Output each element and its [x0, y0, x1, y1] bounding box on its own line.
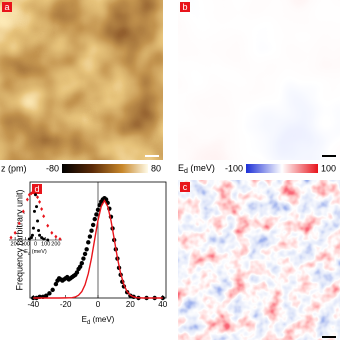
data-point — [30, 233, 34, 237]
scale-bar — [145, 155, 159, 157]
x-tick-label: 100 — [41, 241, 50, 247]
data-point — [84, 247, 89, 252]
colorbar-min: -100 — [225, 163, 243, 173]
data-point — [32, 209, 36, 213]
x-axis-label: Ed (meV) — [82, 315, 115, 325]
colorbar-max: 100 — [321, 163, 336, 173]
data-point — [82, 251, 88, 257]
label-part: E — [178, 163, 184, 173]
data-point — [74, 270, 80, 275]
data-point — [9, 235, 13, 240]
panel-label: d — [34, 184, 39, 194]
data-point — [40, 207, 44, 211]
scale-bar — [322, 155, 336, 157]
data-point — [31, 226, 35, 230]
data-point — [37, 228, 41, 232]
panel-label: a — [4, 2, 9, 12]
panel-label-box — [32, 184, 42, 194]
x-tick-label: 100 — [21, 241, 30, 247]
label-sub: d — [28, 251, 31, 256]
x-tick-label: 200 — [11, 241, 20, 247]
colorbar — [246, 164, 318, 173]
energy-map — [178, 180, 340, 340]
data-point — [29, 236, 33, 240]
label-part: (meV) — [30, 249, 47, 255]
panel-label-box — [180, 182, 190, 192]
colorbar-label: Ed (meV) — [178, 163, 215, 174]
topography-map — [0, 0, 163, 160]
panel-label: b — [182, 2, 187, 12]
x-tick-label: 200 — [51, 241, 60, 247]
colorbar-min: -80 — [46, 163, 59, 173]
data-point — [27, 192, 31, 197]
panel-label: c — [183, 182, 188, 192]
histogram-chart: -40 -20 0 20 40 Ed (meV) — [27, 182, 168, 326]
data-point — [77, 264, 83, 269]
data-point — [160, 295, 165, 301]
label-sub: d — [184, 168, 188, 175]
data-point — [36, 219, 40, 223]
panel-label-box — [180, 2, 190, 12]
x-tick-label: -20 — [60, 300, 72, 309]
energy-map-smooth — [178, 0, 340, 160]
data-point — [46, 238, 50, 242]
data-point — [35, 205, 39, 209]
panel-label-box — [2, 2, 12, 12]
data-point — [54, 234, 58, 239]
data-point — [47, 291, 52, 296]
data-point — [36, 195, 40, 200]
data-point — [31, 295, 36, 301]
label-part: E — [82, 315, 87, 324]
x-tick-label: -40 — [27, 300, 39, 309]
data-point — [86, 240, 91, 245]
data-point — [58, 237, 62, 241]
data-point — [53, 281, 59, 287]
data-point — [87, 234, 93, 239]
data-point — [95, 207, 101, 213]
label-part: E — [24, 249, 28, 255]
data-point — [31, 190, 35, 195]
label-part: (meV) — [188, 163, 215, 173]
data-point — [38, 199, 42, 204]
data-point — [38, 233, 42, 237]
x-axis-label: Ed (meV) — [24, 249, 47, 256]
data-point — [94, 212, 99, 217]
x-tick-label: 40 — [158, 300, 167, 309]
data-point — [50, 287, 55, 293]
data-point — [34, 193, 37, 197]
data-point — [46, 223, 50, 228]
data-point — [89, 228, 94, 233]
fit-curve — [33, 199, 163, 299]
colorbar-max: 80 — [151, 163, 161, 173]
data-point — [90, 222, 96, 228]
data-point — [21, 209, 25, 214]
colorbar-label: z (pm) — [1, 163, 27, 173]
data-point — [79, 261, 85, 266]
label-sub: d — [87, 320, 90, 326]
data-point — [25, 197, 29, 202]
data-point — [17, 221, 21, 226]
x-tick-label: 0 — [96, 300, 101, 309]
colorbar — [62, 164, 148, 173]
x-tick-label: 0 — [34, 241, 37, 247]
data-point — [81, 256, 86, 261]
data-point — [13, 230, 17, 235]
x-tick-label: 20 — [126, 300, 135, 309]
data-point — [50, 230, 54, 235]
data-point — [92, 216, 97, 222]
data-point — [42, 237, 46, 241]
data-point — [43, 293, 49, 298]
data-point — [42, 214, 46, 219]
scale-bar — [322, 336, 336, 338]
label-part: (meV) — [90, 315, 114, 324]
